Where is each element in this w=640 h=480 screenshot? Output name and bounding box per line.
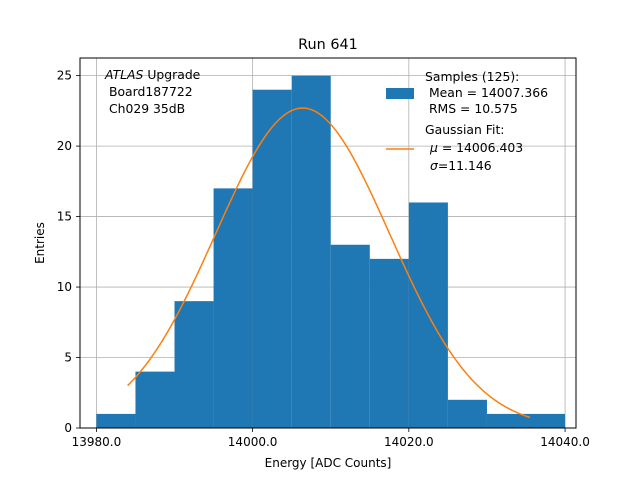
- legend-sigma-value: =11.146: [438, 158, 492, 173]
- annotation-box: ATLAS Upgrade Board187722 Ch029 35dB: [104, 67, 200, 116]
- x-tick-label: 14020.0: [384, 435, 434, 449]
- legend-fit-mu: μ = 14006.403: [429, 140, 523, 155]
- x-axis-ticks: 13980.0 14000.0 14020.0 14040.0: [72, 428, 590, 449]
- histogram-bar: [486, 413, 527, 428]
- legend-samples-mean: Mean = 14007.366: [425, 85, 548, 100]
- legend-mu-symbol: μ: [429, 140, 438, 155]
- legend-samples-swatch: [386, 88, 414, 99]
- annotation-atlas: ATLAS: [104, 67, 144, 82]
- legend-mu-value: = 14006.403: [438, 140, 523, 155]
- histogram-bar: [252, 89, 292, 428]
- histogram-bar: [174, 301, 214, 428]
- chart-title: Run 641: [298, 37, 358, 53]
- histogram-bar: [96, 413, 136, 428]
- legend-fit-sigma: σ=11.146: [430, 158, 492, 173]
- x-axis-label: Energy [ADC Counts]: [265, 456, 392, 470]
- plot-frame: [79, 57, 577, 429]
- y-tick-label: 0: [64, 421, 72, 435]
- histogram-bar: [526, 413, 566, 428]
- legend-samples-rms: RMS = 10.575: [425, 101, 518, 116]
- legend-sigma-symbol: σ: [430, 158, 439, 173]
- y-axis-label: Entries: [33, 222, 47, 264]
- histogram-bars: [96, 75, 566, 428]
- histogram-bar: [369, 258, 409, 428]
- histogram-bar: [291, 75, 331, 428]
- svg-text:ATLAS Upgrade: ATLAS Upgrade: [104, 67, 200, 82]
- y-tick-label: 25: [57, 69, 72, 83]
- histogram-bar: [135, 371, 175, 428]
- legend-samples-title: Samples (125):: [425, 69, 519, 84]
- y-axis-ticks: 0 5 10 15 20 25: [57, 69, 80, 435]
- legend: Samples (125): Mean = 14007.366 RMS = 10…: [386, 69, 548, 173]
- x-tick-label: 14040.0: [540, 435, 590, 449]
- y-tick-label: 5: [64, 351, 72, 365]
- y-tick-label: 15: [57, 210, 72, 224]
- x-tick-label: 14000.0: [228, 435, 278, 449]
- annotation-upgrade: Upgrade: [143, 67, 200, 82]
- histogram-bar: [330, 244, 370, 428]
- legend-fit-title: Gaussian Fit:: [425, 122, 505, 137]
- x-tick-label: 13980.0: [72, 435, 122, 449]
- annotation-board: Board187722: [105, 84, 193, 99]
- histogram-bar: [213, 188, 253, 428]
- gaussian-fit-curve: [127, 107, 531, 419]
- annotation-channel: Ch029 35dB: [105, 101, 185, 116]
- histogram-bar: [447, 399, 487, 428]
- y-tick-label: 20: [57, 139, 72, 153]
- y-tick-label: 10: [57, 280, 72, 294]
